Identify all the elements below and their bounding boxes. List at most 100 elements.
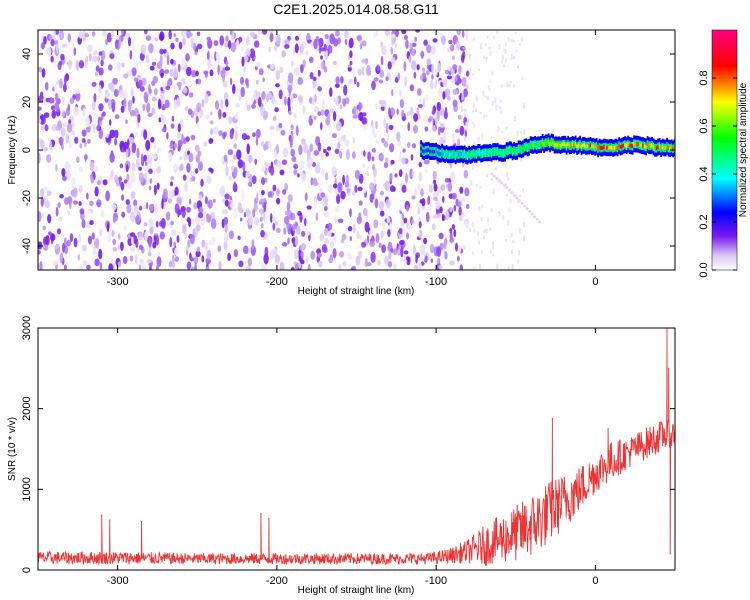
signal-core	[535, 143, 538, 148]
noise-cell	[496, 263, 499, 269]
noise-cell	[337, 182, 343, 193]
noise-cell	[147, 112, 153, 118]
noise-cell	[380, 106, 385, 111]
noise-cell	[151, 61, 157, 66]
noise-cell	[300, 64, 304, 74]
signal-core	[672, 147, 674, 151]
noise-cell	[212, 126, 218, 135]
noise-cell	[276, 34, 281, 46]
noise-cell	[138, 79, 143, 88]
noise-cell	[451, 133, 456, 138]
noise-cell	[421, 204, 426, 210]
snr-spike-point	[109, 519, 111, 521]
noise-cell	[233, 143, 238, 149]
noise-cell	[272, 216, 276, 222]
signal-core	[507, 148, 509, 153]
signal-core	[667, 146, 670, 150]
signal-core	[639, 143, 641, 147]
noise-cell	[234, 112, 239, 120]
noise-cell	[508, 208, 511, 212]
noise-cell	[512, 240, 515, 244]
noise-cell	[162, 188, 168, 199]
noise-cell	[471, 121, 474, 125]
noise-cell	[307, 264, 311, 270]
noise-cell	[425, 169, 428, 174]
noise-cell	[461, 96, 464, 100]
noise-cell	[120, 105, 125, 113]
secondary-trace-cell	[492, 174, 496, 178]
noise-cell	[273, 99, 280, 106]
noise-cell	[386, 133, 390, 141]
noise-cell	[181, 209, 186, 218]
noise-cell	[452, 64, 458, 71]
noise-cell	[232, 83, 236, 95]
noise-cell	[112, 77, 118, 85]
noise-cell	[194, 262, 197, 270]
noise-cell	[332, 248, 337, 259]
noise-cell	[112, 212, 118, 222]
signal-core	[444, 152, 446, 157]
noise-cell	[466, 70, 470, 77]
noise-cell	[386, 216, 391, 223]
noise-cell	[411, 143, 417, 149]
noise-cell	[55, 206, 59, 217]
signal-core	[492, 149, 494, 154]
noise-cell	[53, 260, 59, 266]
noise-cell	[433, 183, 438, 192]
noise-cell	[68, 139, 73, 150]
noise-cell	[279, 169, 285, 176]
noise-cell	[317, 111, 322, 116]
x-tick-label: 0	[592, 276, 598, 288]
y-tick-label: 3000	[21, 316, 33, 340]
noise-cell	[349, 50, 353, 58]
noise-cell	[128, 136, 135, 144]
noise-cell	[225, 60, 229, 67]
noise-cell	[92, 50, 98, 56]
signal-core	[592, 144, 595, 149]
noise-cell	[225, 71, 229, 77]
noise-cell	[411, 60, 417, 71]
noise-cell	[182, 174, 187, 181]
noise-cell	[98, 84, 102, 94]
noise-cell	[123, 225, 128, 232]
noise-cell	[187, 32, 193, 37]
noise-cell	[311, 96, 315, 106]
noise-cell	[189, 257, 195, 262]
noise-cell	[373, 132, 377, 139]
noise-cell	[523, 222, 526, 227]
secondary-trace-cell	[513, 194, 516, 197]
noise-cell	[313, 150, 320, 156]
noise-cell	[179, 163, 184, 171]
noise-cell	[217, 64, 220, 76]
x-tick-label: -100	[425, 575, 447, 587]
noise-cell	[218, 108, 222, 120]
noise-cell	[425, 93, 429, 102]
noise-cell	[322, 98, 325, 109]
noise-cell	[73, 47, 77, 56]
noise-cell	[512, 39, 515, 43]
signal-core	[628, 143, 631, 148]
signal-core	[541, 140, 544, 145]
noise-cell	[94, 238, 100, 249]
noise-cell	[464, 136, 467, 142]
noise-cell	[359, 42, 363, 50]
noise-cell	[415, 30, 421, 33]
noise-cell	[51, 109, 57, 119]
noise-cell	[196, 102, 202, 112]
noise-cell	[268, 46, 272, 53]
signal-core	[589, 143, 592, 148]
noise-cell	[155, 234, 159, 246]
noise-cell	[439, 108, 445, 116]
noise-cell	[206, 213, 209, 220]
noise-cell	[399, 151, 402, 163]
spectrogram-x-ticks: -300 -200 -100 0	[107, 30, 598, 288]
signal-core	[666, 144, 668, 149]
noise-cell	[41, 42, 45, 50]
noise-cell	[323, 148, 327, 154]
signal-core	[594, 145, 596, 150]
noise-cell	[38, 66, 43, 73]
snr-series	[38, 328, 675, 566]
noise-cell	[224, 193, 230, 200]
noise-cell	[188, 152, 194, 163]
